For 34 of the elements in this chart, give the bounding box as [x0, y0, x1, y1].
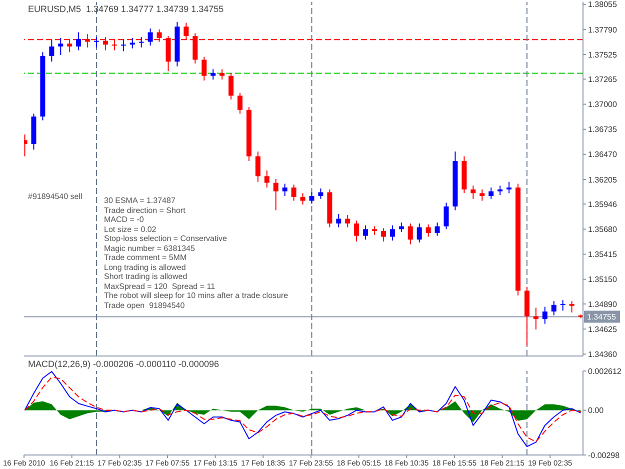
y-tick-label: 1.35150 [588, 275, 618, 284]
y-tick-label: 1.37525 [588, 50, 618, 60]
annotation: MaxSpread = 120 Spread = 11 [104, 282, 216, 290]
annotation: Trade comment = 5MM [104, 253, 187, 262]
annotation: Magic number = 6381345 [104, 244, 195, 252]
y-tick-label: 0.00 [588, 406, 604, 416]
annotation: Lot size = 0.02 [104, 224, 156, 234]
y-tick-label: -0.00298 [588, 450, 620, 460]
annotation: Long trading is allowed [104, 262, 186, 272]
annotation: #91894540 sell [28, 192, 82, 201]
y-tick-label: 1.36205 [588, 175, 618, 184]
annotation: MACD = -0 [104, 215, 144, 224]
y-tick-label: 1.35680 [588, 225, 618, 234]
y-tick-label: 1.34625 [588, 324, 618, 334]
y-tick-label: 1.35946 [588, 200, 618, 209]
ref-line-label: 1.34755 [587, 312, 616, 322]
y-tick-label: 1.34360 [588, 350, 618, 359]
y-tick-label: 1.38055 [588, 0, 618, 10]
annotation: Trade direction = Short [104, 206, 186, 214]
y-tick-label: 0.002612 [588, 366, 622, 376]
y-tick-label: 1.35415 [588, 250, 618, 260]
y-tick-label: 1.34890 [588, 300, 618, 309]
y-tick-label: 1.37000 [588, 100, 618, 110]
chart-title: MACD(12,26,9) -0.000206 -0.000110 -0.000096 [28, 359, 219, 369]
annotation: Stop-loss selection = Conservative [104, 234, 227, 243]
annotation: 30 ESMA = 1.37487 [104, 196, 176, 205]
annotation: Short trading is allowed [104, 272, 188, 281]
annotation: Trade open 91894540 [104, 300, 185, 310]
y-tick-label: 1.36470 [588, 150, 618, 160]
y-tick-label: 1.37790 [588, 25, 618, 34]
y-tick-label: 1.37265 [588, 74, 618, 84]
chart-title: EURUSD,M5 1.34769 1.34777 1.34739 1.34755 [28, 4, 224, 14]
annotation: The robot will sleep for 10 mins after a trade closure [104, 291, 288, 300]
y-tick-label: 1.36735 [588, 125, 618, 134]
